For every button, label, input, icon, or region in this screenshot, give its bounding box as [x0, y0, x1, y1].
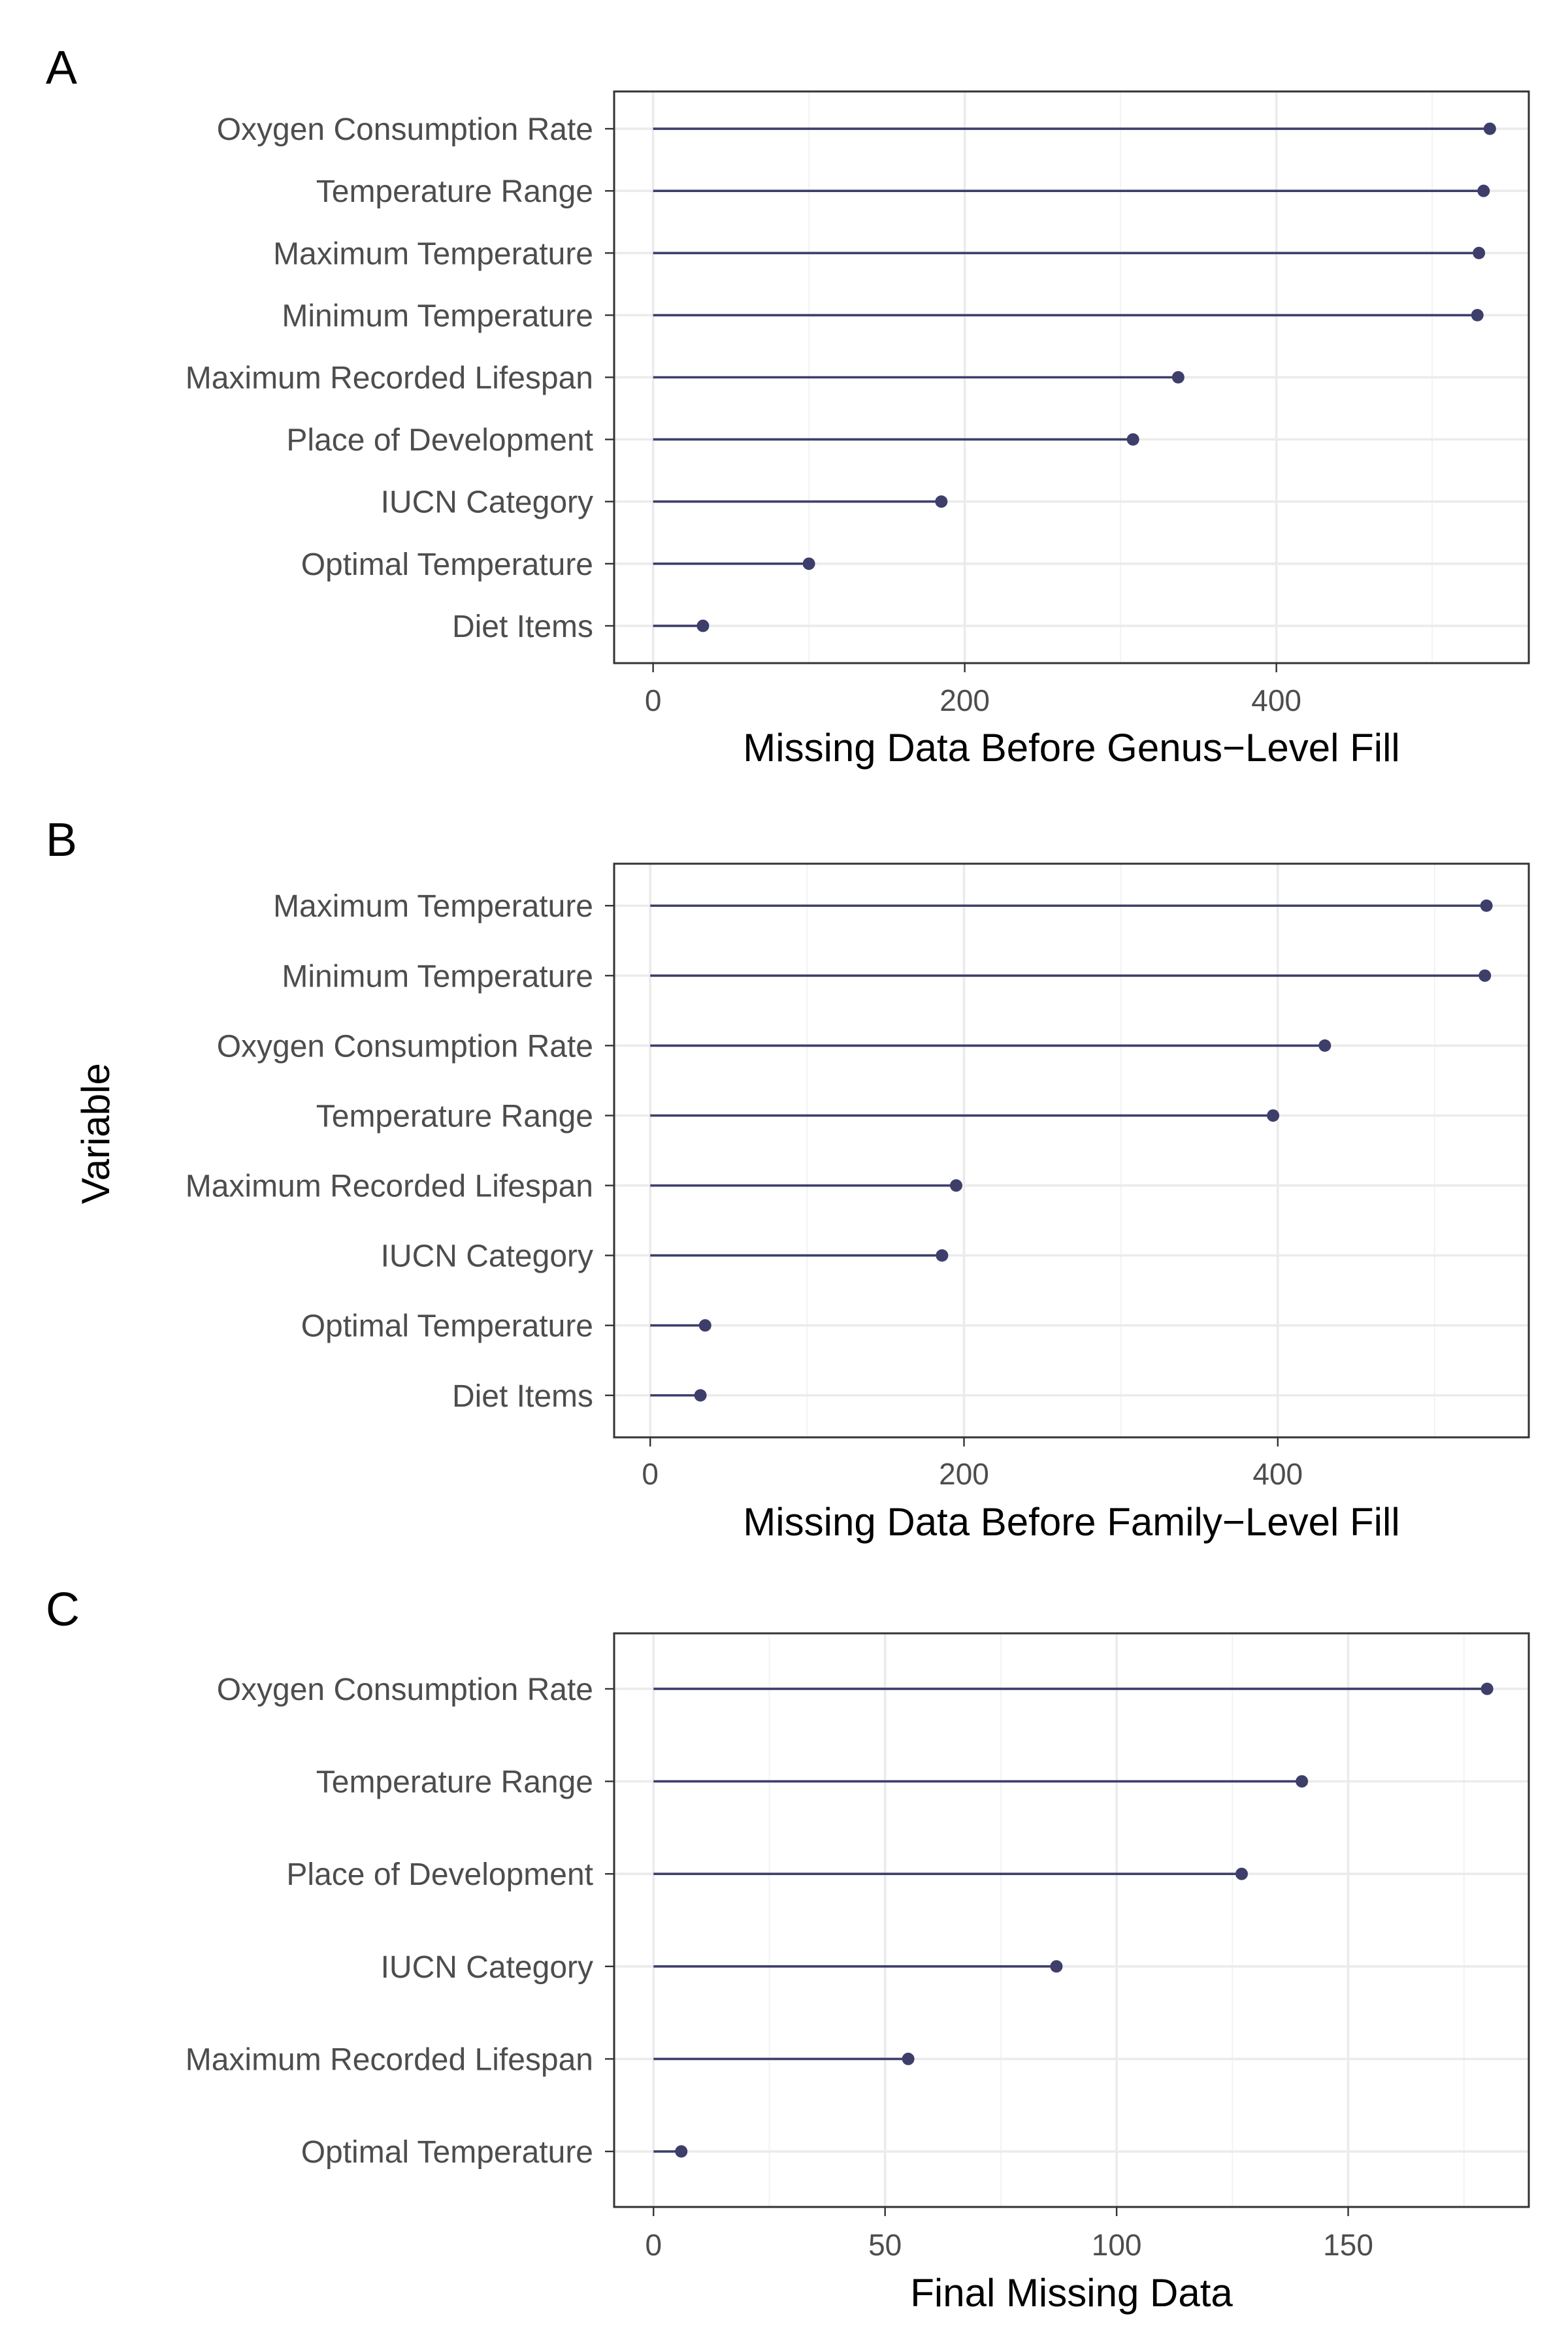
lollipop-point: [1483, 122, 1496, 135]
lollipop-point: [902, 2052, 915, 2065]
y-tick-label: Temperature Range: [316, 1099, 593, 1134]
lollipop-point: [802, 557, 815, 570]
lollipop-point: [698, 1319, 711, 1332]
y-tick-label: IUCN Category: [381, 485, 593, 520]
panel-tag-c: C: [46, 1584, 80, 1636]
lollipop-point: [1477, 184, 1490, 197]
y-tick-label: Optimal Temperature: [301, 2135, 593, 2170]
x-tick-label: 400: [1252, 1457, 1303, 1491]
y-tick-label: Maximum Recorded Lifespan: [186, 2042, 593, 2077]
lollipop-point: [1267, 1109, 1280, 1122]
x-tick-label: 50: [868, 2228, 902, 2262]
y-tick-label: Temperature Range: [316, 174, 593, 209]
lollipop-point: [1126, 433, 1139, 446]
y-tick-label: Place of Development: [286, 423, 593, 458]
x-tick-label: 150: [1323, 2228, 1373, 2262]
x-axis-label-a: Missing Data Before Genus−Level Fill: [743, 726, 1399, 770]
panels: A Oxygen Consumption Rate Temperature Rang…: [46, 42, 1530, 2315]
lollipop-point: [1478, 969, 1492, 982]
y-tick-label: Maximum Temperature: [273, 237, 593, 271]
y-tick-label: Diet Items: [452, 1379, 593, 1414]
x-tick-label: 0: [645, 683, 662, 717]
lollipop-point: [696, 619, 710, 632]
panel-a: A Oxygen Consumption Rate Temperature Rang…: [46, 42, 1530, 770]
y-axis-label: Variable: [74, 1063, 118, 1204]
y-tick-label: Oxygen Consumption Rate: [217, 112, 593, 147]
y-tick-label: Oxygen Consumption Rate: [217, 1673, 593, 1707]
x-axis-label-b: Missing Data Before Family−Level Fill: [743, 1500, 1399, 1544]
panel-tag-b: B: [46, 814, 77, 866]
lollipop-point: [1235, 1867, 1249, 1880]
x-tick-label: 0: [645, 2228, 662, 2262]
x-axis-label-c: Final Missing Data: [910, 2271, 1233, 2315]
lollipop-point: [1171, 371, 1184, 384]
lollipop-point: [694, 1389, 707, 1402]
y-tick-label: IUCN Category: [381, 1239, 593, 1274]
x-tick-label: 400: [1251, 683, 1301, 717]
y-tick-label: Diet Items: [452, 610, 593, 644]
y-tick-label: Oxygen Consumption Rate: [217, 1029, 593, 1064]
y-tick-label: Minimum Temperature: [282, 959, 593, 994]
lollipop-point: [1471, 308, 1484, 321]
lollipop-point: [935, 495, 948, 508]
y-tick-label: Maximum Recorded Lifespan: [186, 361, 593, 396]
x-tick-label: 100: [1092, 2228, 1142, 2262]
lollipop-point: [1318, 1039, 1331, 1052]
x-tick-label: 0: [642, 1457, 659, 1491]
y-tick-label: Optimal Temperature: [301, 547, 593, 582]
panel-b: B Maximum Temperature Minimum Temperature O…: [46, 814, 1530, 1544]
x-tick-label: 200: [939, 683, 990, 717]
panel-border: [613, 862, 1530, 1439]
panel-c: C Oxygen Consumption Rate Temperature Rang…: [46, 1584, 1530, 2315]
lollipop-point: [936, 1249, 949, 1262]
y-tick-label: Place of Development: [286, 1857, 593, 1892]
lollipop-point: [675, 2145, 688, 2158]
lollipop-point: [949, 1179, 962, 1192]
y-tick-label: IUCN Category: [381, 1950, 593, 1985]
y-tick-label: Maximum Recorded Lifespan: [186, 1169, 593, 1204]
lollipop-point: [1050, 1960, 1063, 1973]
lollipop-point: [1480, 1682, 1494, 1695]
y-tick-label: Temperature Range: [316, 1765, 593, 1800]
x-tick-label: 200: [939, 1457, 989, 1491]
y-tick-label: Minimum Temperature: [282, 299, 593, 333]
lollipop-point: [1473, 246, 1486, 259]
y-tick-label: Optimal Temperature: [301, 1309, 593, 1344]
lollipop-point: [1480, 899, 1493, 912]
lollipop-point: [1296, 1775, 1309, 1788]
panel-border: [613, 1632, 1530, 2208]
panel-tag-a: A: [46, 42, 77, 94]
y-tick-label: Maximum Temperature: [273, 889, 593, 924]
